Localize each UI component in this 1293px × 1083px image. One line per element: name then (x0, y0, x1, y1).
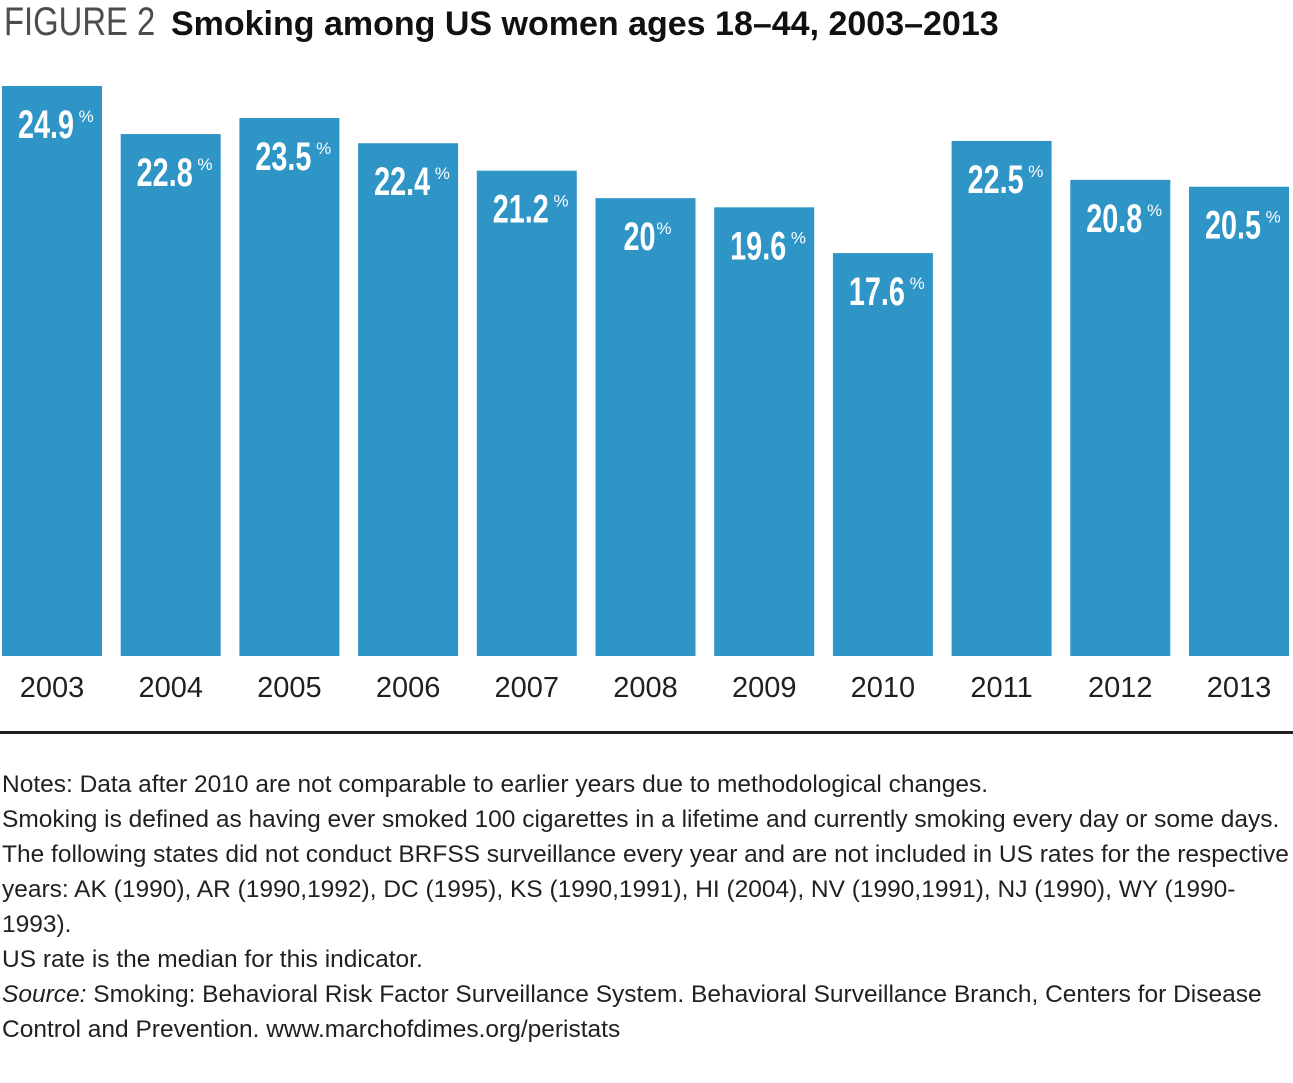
value-label-2008: 20 (623, 215, 655, 260)
bar-2012 (1070, 179, 1171, 657)
x-tick-2012: 2012 (1088, 672, 1153, 704)
percent-suffix-2012: % (1147, 201, 1162, 220)
bar-2009 (714, 207, 815, 656)
x-tick-2005: 2005 (257, 672, 322, 704)
percent-suffix-2007: % (553, 192, 568, 211)
percent-suffix-2004: % (197, 155, 212, 174)
x-tick-2009: 2009 (732, 672, 797, 704)
chart-header: FIGURE 2 Smoking among US women ages 18–… (4, 0, 999, 50)
x-tick-2011: 2011 (970, 672, 1032, 704)
divider-rule (0, 731, 1293, 734)
bar-2006 (358, 143, 459, 657)
note-methodology: Notes: Data after 2010 are not comparabl… (2, 771, 989, 798)
chart-notes: Notes: Data after 2010 are not comparabl… (2, 767, 1292, 1047)
bar-2004 (120, 134, 221, 657)
bar-chart: 24.9 % 2003 22.8 % 2004 23.5 % 2005 22.4 % 2006 21.2… (2, 86, 1289, 704)
bar-2013 (1189, 186, 1289, 656)
x-tick-2010: 2010 (851, 672, 916, 704)
x-tick-2006: 2006 (376, 672, 441, 704)
note-source: Source: Smoking: Behavioral Risk Factor … (2, 977, 1292, 1047)
chart-title: Smoking among US women ages 18–44, 2003–… (170, 5, 999, 43)
value-label-2006: 22.4 (374, 160, 431, 205)
bar-2011 (951, 140, 1052, 656)
figure-label: FIGURE 2 (4, 0, 156, 44)
bar-2003 (2, 86, 102, 656)
value-label-2011: 22.5 (968, 157, 1024, 202)
source-label: Source: (2, 981, 87, 1008)
value-label-2003: 24.9 (18, 102, 74, 147)
note-median: US rate is the median for this indicator… (2, 946, 423, 973)
bar-2005 (239, 118, 340, 656)
value-label-2012: 20.8 (1086, 196, 1142, 241)
note-definition: Smoking is defined as having ever smoked… (2, 806, 1280, 833)
percent-suffix-2005: % (316, 139, 331, 158)
value-label-2010: 17.6 (849, 270, 905, 315)
value-label-2005: 23.5 (255, 134, 311, 179)
x-tick-2003: 2003 (20, 672, 85, 704)
value-label-2009: 19.6 (730, 224, 786, 269)
value-label-2007: 21.2 (493, 187, 549, 232)
x-tick-2004: 2004 (138, 672, 203, 704)
percent-suffix-2003: % (79, 107, 94, 126)
percent-suffix-2009: % (791, 228, 806, 247)
value-label-2004: 22.8 (137, 150, 193, 195)
percent-suffix-2013: % (1266, 208, 1281, 227)
bar-2008 (595, 198, 696, 656)
note-states: The following states did not conduct BRF… (2, 841, 1289, 938)
x-tick-2013: 2013 (1207, 672, 1272, 704)
source-text: Smoking: Behavioral Risk Factor Surveill… (2, 981, 1262, 1043)
x-tick-2007: 2007 (495, 672, 560, 704)
value-label-2013: 20.5 (1205, 203, 1261, 248)
percent-suffix-2010: % (910, 274, 925, 293)
bar-2010 (832, 253, 933, 656)
percent-suffix-2006: % (435, 164, 450, 183)
x-tick-2008: 2008 (613, 672, 678, 704)
percent-suffix-2011: % (1028, 162, 1043, 181)
percent-suffix-2008: % (656, 219, 671, 238)
bar-2007 (476, 170, 577, 656)
